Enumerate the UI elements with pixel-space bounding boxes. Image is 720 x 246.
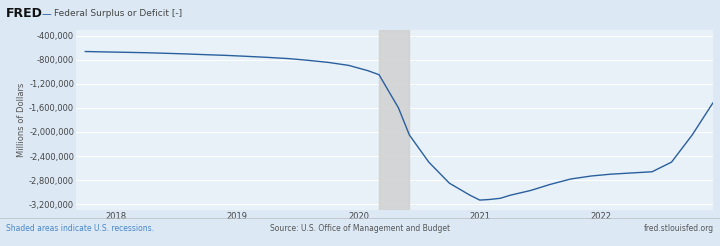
Text: —: — xyxy=(42,9,52,19)
Text: fred.stlouisfed.org: fred.stlouisfed.org xyxy=(644,224,714,233)
Text: Federal Surplus or Deficit [-]: Federal Surplus or Deficit [-] xyxy=(54,9,182,18)
Bar xyxy=(379,30,410,210)
Text: Source: U.S. Office of Management and Budget: Source: U.S. Office of Management and Bu… xyxy=(270,224,450,233)
Y-axis label: Millions of Dollars: Millions of Dollars xyxy=(17,83,27,157)
Text: Shaded areas indicate U.S. recessions.: Shaded areas indicate U.S. recessions. xyxy=(6,224,154,233)
Text: FRED: FRED xyxy=(6,7,42,20)
